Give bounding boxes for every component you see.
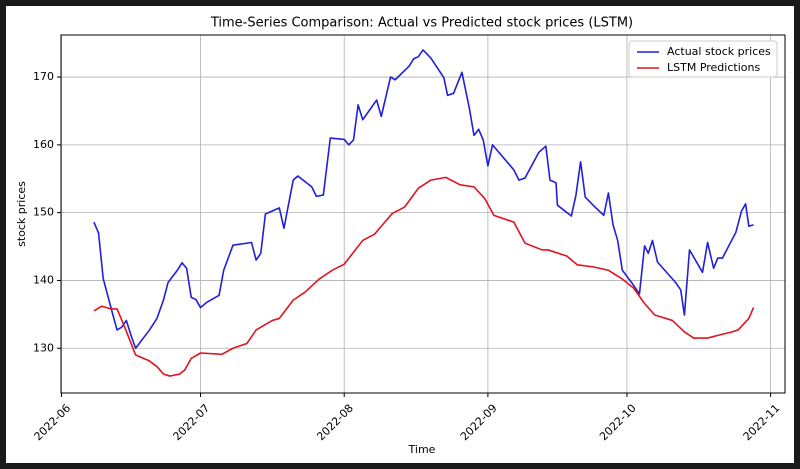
plot-frame [60, 34, 786, 394]
legend-label: LSTM Predictions [667, 61, 760, 74]
y-tick-label: 130 [33, 341, 54, 354]
x-axis-label: Time [408, 443, 436, 456]
y-tick-label: 170 [33, 70, 54, 83]
y-tick-label: 140 [33, 273, 54, 286]
data-line [93, 176, 755, 377]
legend-label: Actual stock prices [667, 45, 771, 58]
y-axis-label: stock prices [15, 181, 28, 247]
data-line [93, 49, 754, 350]
legend-box [628, 40, 778, 78]
y-tick-label: 160 [33, 138, 54, 151]
legend: Actual stock prices LSTM Predictions [628, 40, 778, 78]
chart-title: Time-Series Comparison: Actual vs Predic… [210, 16, 633, 31]
y-tick-label: 150 [33, 206, 54, 219]
figure-background [6, 6, 794, 463]
